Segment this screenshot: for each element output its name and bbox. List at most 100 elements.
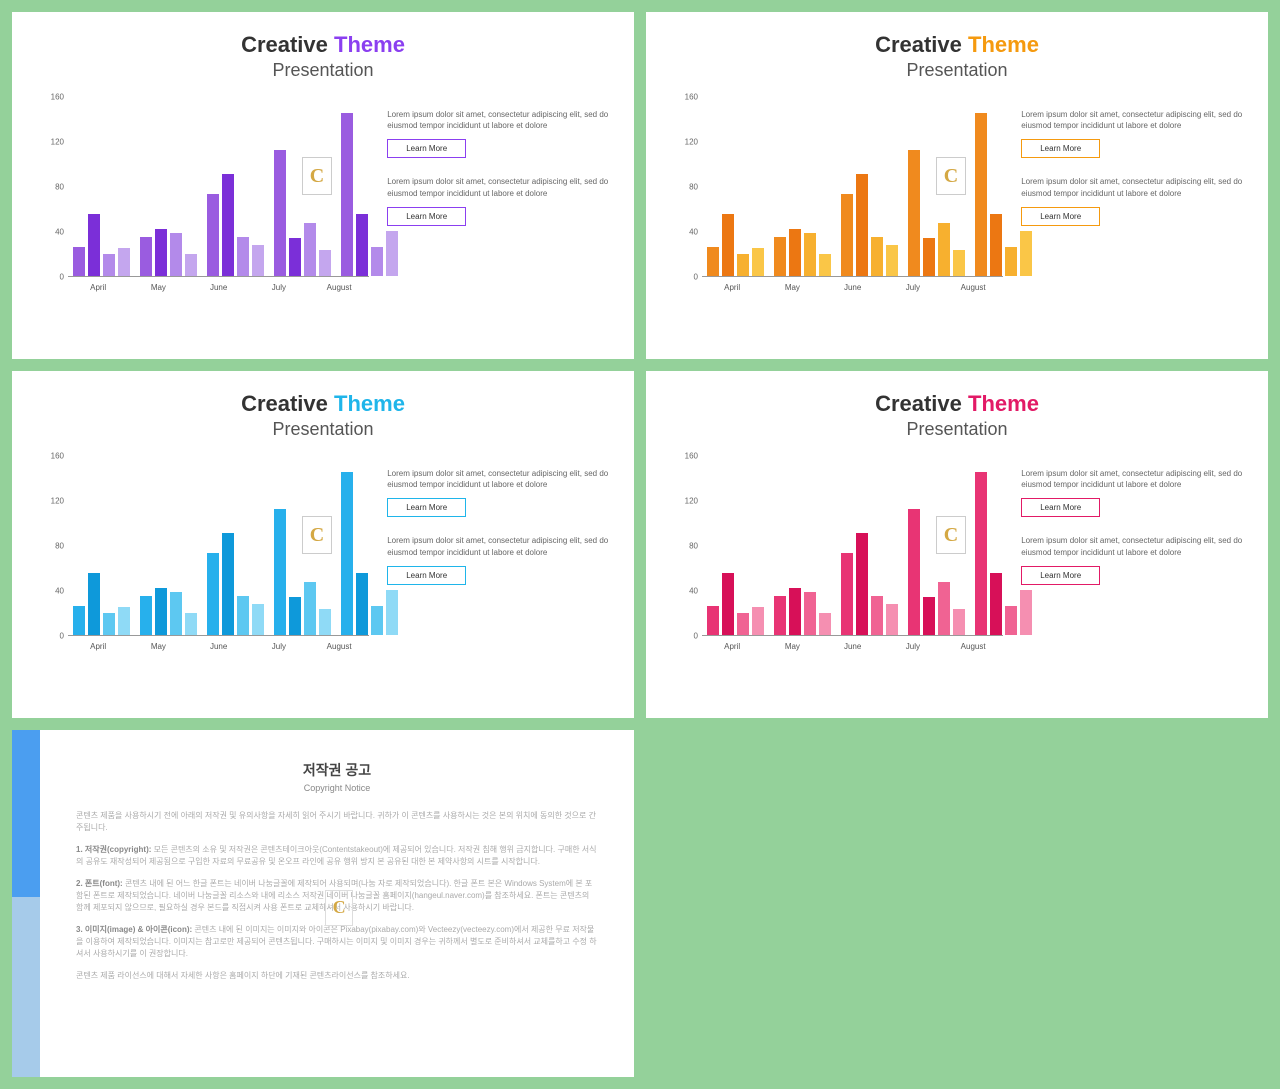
- bar: [103, 254, 115, 277]
- y-tick: 120: [685, 497, 698, 506]
- month-group: [769, 456, 836, 635]
- notice-title: 저작권 공고: [76, 760, 598, 781]
- bar: [707, 247, 719, 276]
- side-text-column: Lorem ipsum dolor sit amet, consectetur …: [1021, 97, 1246, 297]
- bar: [319, 609, 331, 635]
- bar: [304, 582, 316, 635]
- bar: [185, 613, 197, 636]
- bar: [841, 194, 853, 276]
- slide-title: Creative Theme: [668, 391, 1246, 417]
- bar: [222, 533, 234, 635]
- month-group: [702, 97, 769, 276]
- y-tick: 160: [685, 452, 698, 461]
- bar: [1005, 606, 1017, 635]
- bar: [707, 606, 719, 635]
- x-label: July: [883, 279, 943, 297]
- x-label: May: [128, 279, 188, 297]
- text-block: Lorem ipsum dolor sit amet, consectetur …: [1021, 176, 1246, 225]
- x-label: August: [943, 638, 1003, 656]
- y-tick: 120: [685, 138, 698, 147]
- slide-grid: Creative ThemePresentation04080120160Apr…: [12, 12, 1268, 1077]
- bar: [886, 245, 898, 277]
- text-block: Lorem ipsum dolor sit amet, consectetur …: [387, 535, 612, 584]
- empty-cell: [646, 730, 1268, 1077]
- month-group: [769, 97, 836, 276]
- slide-subtitle: Presentation: [668, 419, 1246, 440]
- month-group: [970, 456, 1037, 635]
- y-axis: 04080120160: [34, 97, 68, 277]
- bar: [289, 597, 301, 635]
- slide-subtitle: Presentation: [34, 60, 612, 81]
- bar: [1020, 231, 1032, 276]
- bar: [975, 113, 987, 276]
- notice-label-1: 1. 저작권(copyright):: [76, 845, 151, 854]
- slide-title: Creative Theme: [668, 32, 1246, 58]
- bar: [252, 604, 264, 636]
- lorem-text: Lorem ipsum dolor sit amet, consectetur …: [1021, 535, 1246, 557]
- bar: [371, 606, 383, 635]
- x-label: April: [68, 279, 128, 297]
- y-tick: 80: [689, 542, 698, 551]
- notice-paragraph-4: 콘텐츠 제품 라이선스에 대해서 자세한 사항은 홈페이지 하단에 기재된 콘텐…: [76, 970, 598, 982]
- y-tick: 160: [51, 452, 64, 461]
- bar-chart: 04080120160AprilMayJuneJulyAugustC: [34, 456, 369, 656]
- bar: [841, 553, 853, 635]
- notice-paragraph-1: 1. 저작권(copyright): 모든 콘텐츠의 소유 및 저작권은 콘텐츠…: [76, 844, 598, 868]
- month-group: [970, 97, 1037, 276]
- bar: [185, 254, 197, 277]
- y-tick: 80: [689, 183, 698, 192]
- month-group: [336, 97, 403, 276]
- x-label: June: [189, 279, 249, 297]
- title-word1: Creative: [875, 32, 968, 57]
- side-text-column: Lorem ipsum dolor sit amet, consectetur …: [1021, 456, 1246, 656]
- slide-subtitle: Presentation: [34, 419, 612, 440]
- bar: [975, 472, 987, 635]
- x-label: August: [309, 279, 369, 297]
- bar: [170, 592, 182, 635]
- y-tick: 0: [60, 632, 64, 641]
- x-label: May: [762, 279, 822, 297]
- band-top: [12, 730, 40, 897]
- bar: [752, 607, 764, 635]
- bar: [722, 214, 734, 276]
- watermark-icon: C: [325, 890, 353, 926]
- x-axis: AprilMayJuneJulyAugust: [68, 279, 369, 297]
- slide-purple: Creative ThemePresentation04080120160Apr…: [12, 12, 634, 359]
- title-word1: Creative: [875, 391, 968, 416]
- bar: [386, 590, 398, 635]
- bar: [274, 509, 286, 635]
- bar: [774, 237, 786, 276]
- slide-orange: Creative ThemePresentation04080120160Apr…: [646, 12, 1268, 359]
- x-label: June: [823, 279, 883, 297]
- bar: [140, 596, 152, 635]
- bar: [856, 174, 868, 276]
- bar: [871, 237, 883, 276]
- bar: [237, 237, 249, 276]
- y-axis: 04080120160: [34, 456, 68, 636]
- bar: [155, 229, 167, 276]
- bar: [371, 247, 383, 276]
- notice-label-3: 3. 이미지(image) & 아이콘(icon):: [76, 925, 192, 934]
- lorem-text: Lorem ipsum dolor sit amet, consectetur …: [1021, 109, 1246, 131]
- lorem-text: Lorem ipsum dolor sit amet, consectetur …: [387, 109, 612, 131]
- bar: [923, 238, 935, 276]
- bar: [908, 509, 920, 635]
- text-block: Lorem ipsum dolor sit amet, consectetur …: [1021, 468, 1246, 517]
- x-label: July: [249, 279, 309, 297]
- month-group: [836, 456, 903, 635]
- bar: [73, 606, 85, 635]
- watermark-icon: C: [936, 516, 966, 554]
- title-word1: Creative: [241, 32, 334, 57]
- bar: [953, 609, 965, 635]
- bar: [953, 250, 965, 276]
- notice-paragraph-3: 3. 이미지(image) & 아이콘(icon): 콘텐츠 내에 된 이미지는…: [76, 924, 598, 960]
- y-tick: 120: [51, 497, 64, 506]
- side-text-column: Lorem ipsum dolor sit amet, consectetur …: [387, 456, 612, 656]
- lorem-text: Lorem ipsum dolor sit amet, consectetur …: [1021, 176, 1246, 198]
- month-group: [68, 97, 135, 276]
- notice-subtitle: Copyright Notice: [76, 782, 598, 796]
- bar: [990, 214, 1002, 276]
- watermark-icon: C: [936, 157, 966, 195]
- bar: [789, 229, 801, 276]
- bar: [752, 248, 764, 276]
